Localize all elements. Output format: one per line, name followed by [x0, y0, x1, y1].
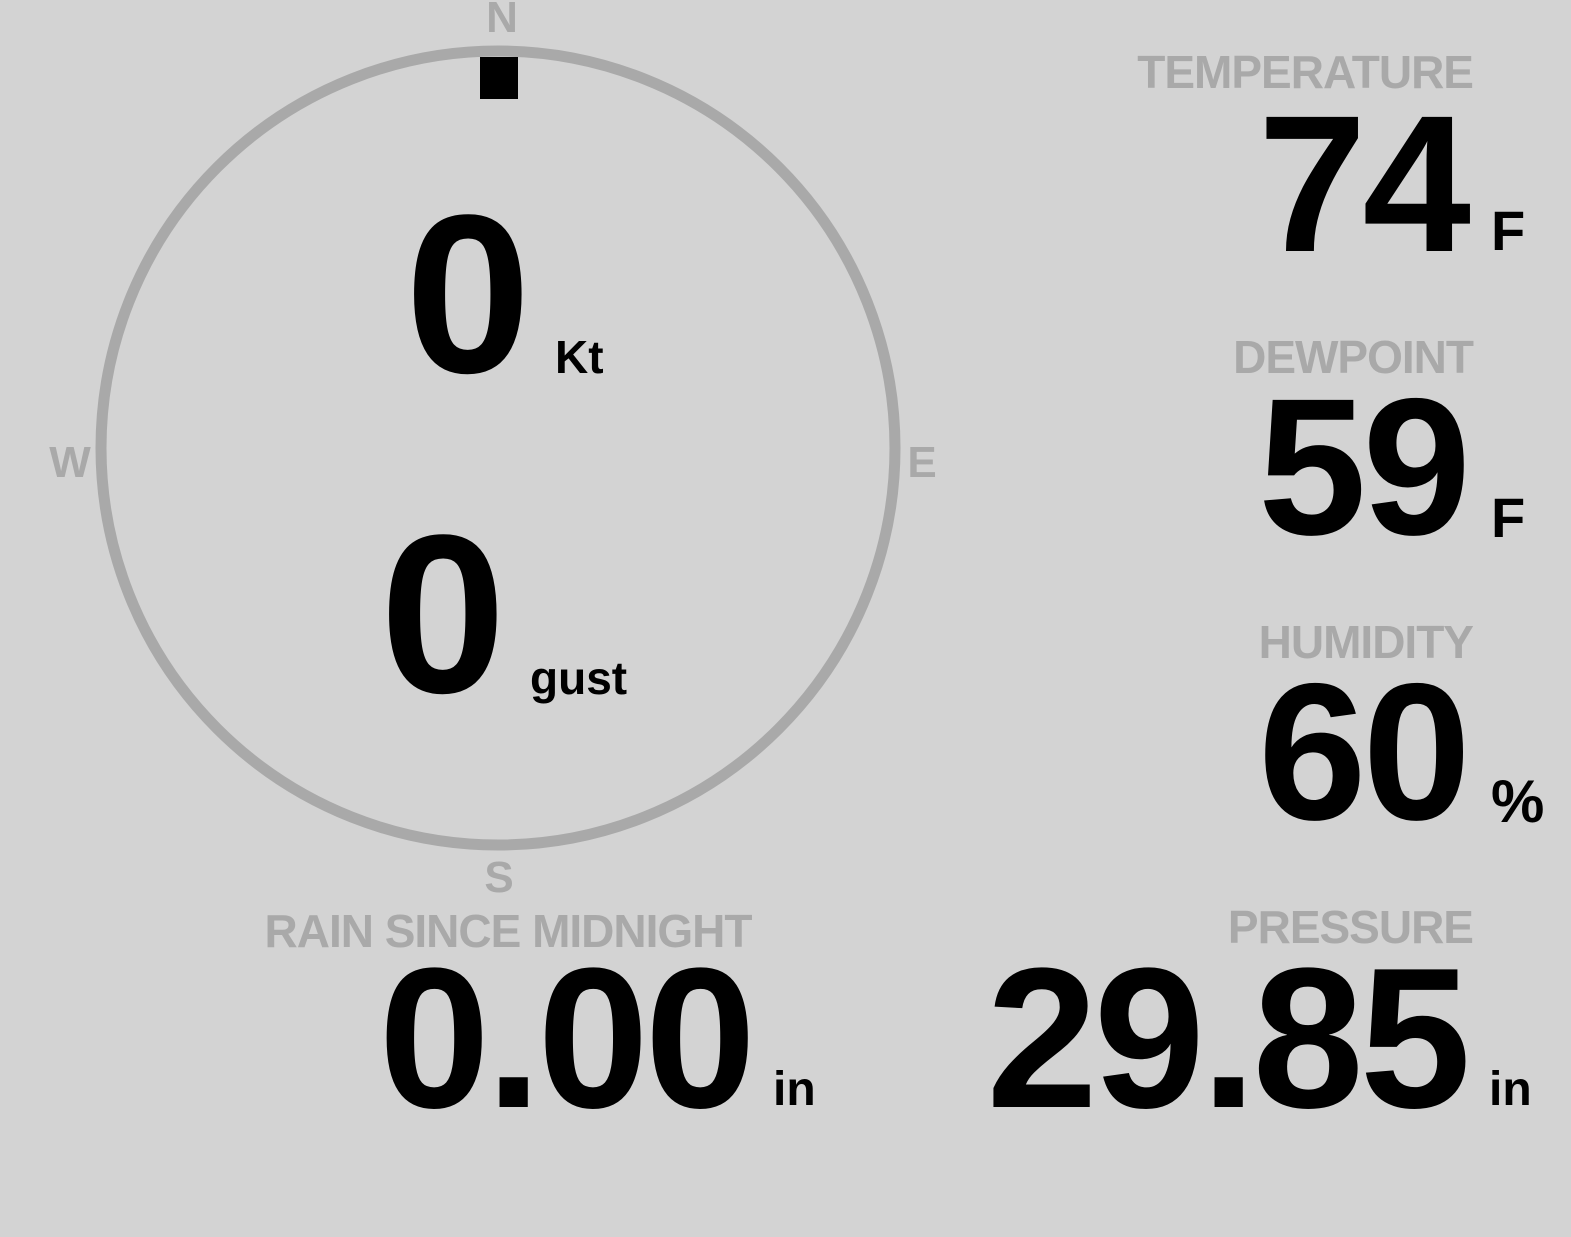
humidity-label: HUMIDITY — [1258, 616, 1474, 668]
wind-gust-value: 0 — [380, 487, 506, 740]
temperature-unit: F — [1491, 199, 1526, 262]
compass-ring — [95, 45, 901, 851]
wind-gust-unit: gust — [530, 652, 628, 704]
humidity-unit: % — [1491, 768, 1545, 835]
rain-label: RAIN SINCE MIDNIGHT — [264, 905, 753, 957]
pressure-unit: in — [1489, 1063, 1532, 1116]
compass-south: S — [484, 853, 514, 902]
rain-unit: in — [773, 1063, 816, 1116]
wind-speed-value: 0 — [405, 167, 531, 420]
rain-value: 0.00 — [378, 927, 756, 1150]
temperature-value: 74 — [1258, 75, 1471, 293]
dewpoint-value: 59 — [1258, 358, 1471, 576]
dewpoint-unit: F — [1491, 486, 1526, 549]
wind-speed-unit: Kt — [555, 331, 604, 383]
pressure-label: PRESSURE — [1227, 901, 1474, 953]
temperature-label: TEMPERATURE — [1137, 46, 1474, 98]
compass-east: E — [907, 438, 937, 487]
compass-north: N — [486, 0, 518, 42]
dewpoint-label: DEWPOINT — [1233, 331, 1474, 383]
compass-west: W — [49, 438, 91, 487]
wind-direction-marker — [480, 57, 518, 99]
pressure-value: 29.85 — [986, 927, 1471, 1150]
humidity-value: 60 — [1258, 643, 1471, 861]
